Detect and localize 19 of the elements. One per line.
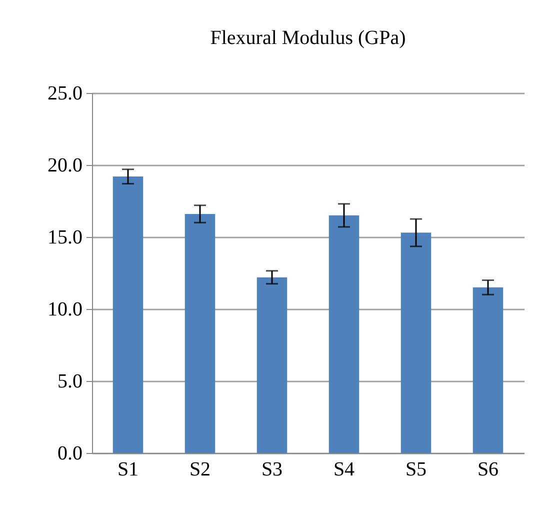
y-tick-label: 15.0 (48, 226, 82, 248)
x-tick-label: S3 (261, 458, 283, 480)
y-tick-label: 25.0 (48, 82, 82, 104)
x-tick-label: S5 (405, 458, 427, 480)
bar (328, 215, 360, 453)
bar (112, 176, 144, 453)
x-tick-label: S6 (477, 458, 499, 480)
x-tick-label: S1 (117, 458, 139, 480)
y-tick-label: 10.0 (48, 298, 82, 320)
bar (256, 277, 288, 453)
y-tick-label: 0.0 (58, 442, 82, 464)
bar (400, 232, 432, 453)
x-tick-label: S2 (189, 458, 211, 480)
x-tick-label: S4 (333, 458, 355, 480)
bar (184, 214, 216, 453)
chart-title: Flexural Modulus (GPa) (210, 27, 406, 49)
bar (472, 287, 504, 453)
y-tick-label: 5.0 (58, 370, 82, 392)
y-tick-label: 20.0 (48, 154, 82, 176)
